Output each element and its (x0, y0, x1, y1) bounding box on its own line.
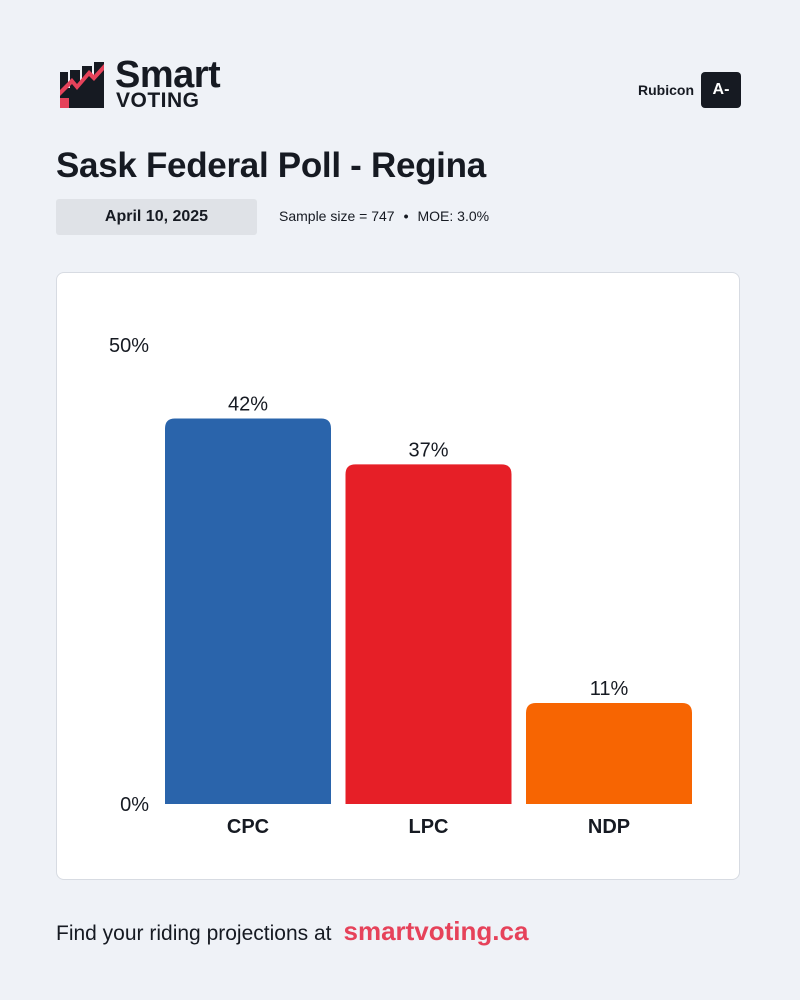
sample-size-text: Sample size = 747 (279, 208, 395, 224)
y-tick-label: 50% (109, 335, 149, 357)
pollster-name: Rubicon (638, 82, 694, 98)
logo-wordmark-smart: Smart (115, 54, 221, 96)
bar (345, 464, 512, 804)
bar (165, 418, 331, 804)
bar (526, 703, 692, 804)
footer-text: Find your riding projections at (56, 922, 332, 945)
pollster-grade-badge: A- (701, 72, 741, 108)
bar-value-label: 11% (590, 678, 629, 700)
x-tick-label: CPC (227, 816, 269, 838)
moe-text: MOE: 3.0% (417, 208, 490, 224)
poll-meta: Sample size = 747 • MOE: 3.0% (279, 208, 489, 224)
footer: Find your riding projections at smartvot… (56, 916, 528, 947)
chart-card: 0% 50% 42% CPC 37% LPC 11% NDP (56, 272, 740, 880)
y-tick-label: 0% (120, 794, 149, 816)
x-tick-label: LPC (409, 816, 449, 838)
bar-value-label: 42% (228, 393, 268, 415)
poll-date-chip: April 10, 2025 (56, 199, 257, 235)
bar-chart: 0% 50% 42% CPC 37% LPC 11% NDP (109, 335, 692, 838)
meta-separator: • (403, 208, 409, 224)
page-title: Sask Federal Poll - Regina (56, 146, 486, 185)
bar-value-label: 37% (408, 439, 448, 461)
footer-link[interactable]: smartvoting.ca (343, 916, 529, 946)
bar-chart-logo-icon (60, 62, 104, 108)
logo-wordmark-voting: VOTING (116, 89, 200, 112)
smart-voting-logo[interactable]: Smart VOTING (58, 56, 228, 112)
x-tick-label: NDP (588, 816, 630, 838)
pollster-rating: Rubicon A- (638, 72, 741, 108)
